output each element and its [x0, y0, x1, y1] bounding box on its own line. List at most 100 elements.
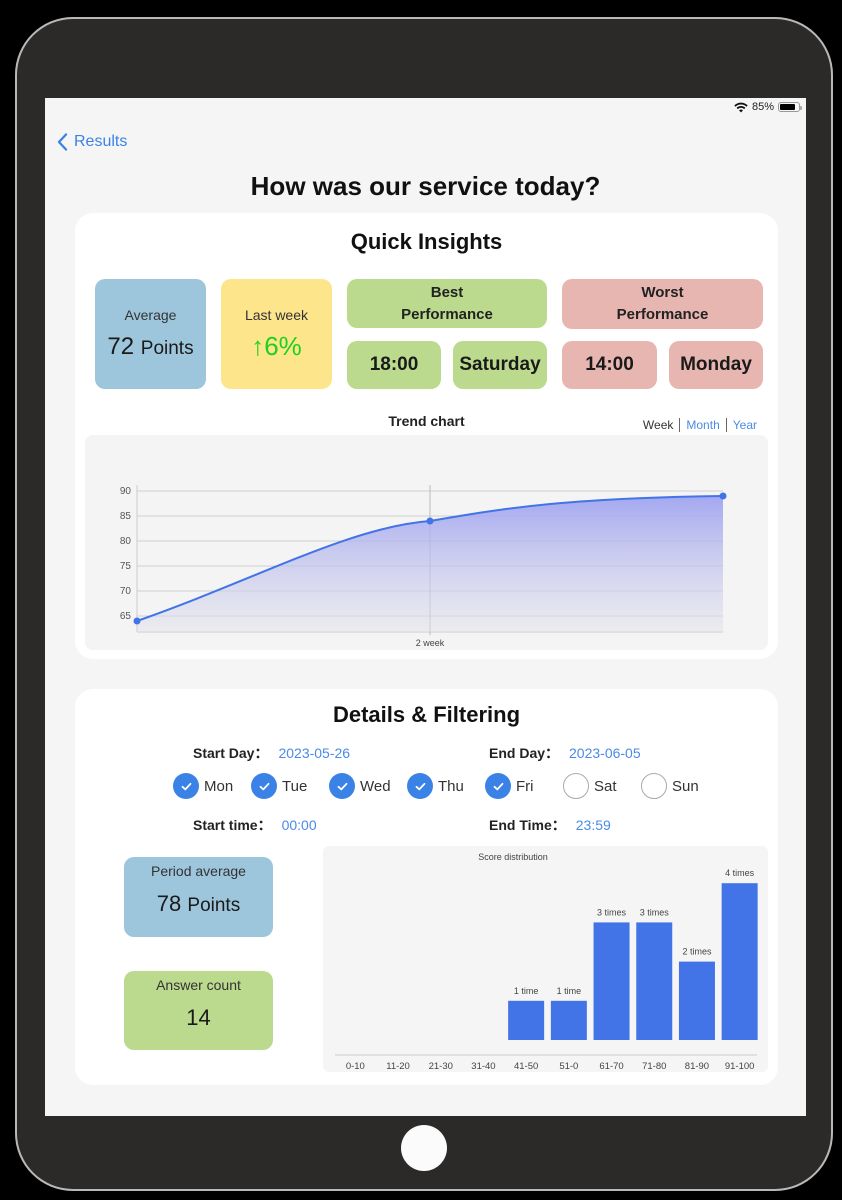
start-time-value[interactable]: 00:00	[281, 817, 317, 833]
svg-text:61-70: 61-70	[599, 1061, 623, 1072]
last-week-label: Last week	[244, 306, 309, 323]
end-time-label: End Time：	[489, 817, 566, 833]
trend-chart-title: Trend chart	[388, 413, 465, 429]
checkmark-icon	[407, 773, 433, 799]
home-button[interactable]	[401, 1125, 447, 1171]
worst-time-tile: 14:00	[562, 341, 657, 389]
screen: 85% Results How was our service today? Q…	[45, 98, 806, 1116]
last-week-tile: Last week ↑6%	[221, 279, 332, 389]
svg-text:2 times: 2 times	[682, 947, 712, 957]
svg-text:3 times: 3 times	[640, 907, 670, 917]
checkbox-sat[interactable]: Sat	[563, 773, 641, 799]
svg-text:41-50: 41-50	[514, 1061, 538, 1072]
day-label: Sun	[672, 777, 699, 795]
score-distribution-chart: Score distribution 0-10 11-20 21-30 31-40 1 t…	[323, 846, 768, 1072]
svg-text:31-40: 31-40	[471, 1061, 495, 1072]
svg-text:1 time: 1 time	[557, 986, 582, 996]
best-performance-header: Best Performance	[347, 279, 547, 328]
svg-text:11-20: 11-20	[386, 1061, 410, 1072]
svg-text:0-10: 0-10	[346, 1061, 365, 1072]
answer-count-label: Answer count	[156, 977, 241, 993]
svg-text:51-0: 51-0	[559, 1061, 578, 1072]
trend-chart: 65 70 75 80 85 90 2 week	[85, 435, 768, 650]
period-average-tile: Period average 78 Points	[124, 857, 273, 937]
end-time-row: End Time： 23:59	[489, 815, 611, 835]
svg-text:1 time: 1 time	[514, 986, 539, 996]
weekday-checkboxes: Mon Tue Wed Thu Fri Sat Sun	[173, 773, 719, 799]
svg-text:71-80: 71-80	[642, 1061, 666, 1072]
range-tabs: Week Month Year	[637, 418, 763, 432]
page-title: How was our service today?	[250, 171, 601, 201]
worst-performance-header: Worst Performance	[562, 279, 763, 329]
worst-day-tile: Monday	[669, 341, 763, 389]
checkbox-fri[interactable]: Fri	[485, 773, 563, 799]
score-distribution-svg: Score distribution 0-10 11-20 21-30 31-40 1 t…	[335, 852, 758, 1072]
svg-text:81-90: 81-90	[685, 1061, 709, 1072]
svg-text:90: 90	[120, 486, 132, 497]
tab-week[interactable]: Week	[642, 418, 674, 432]
start-time-row: Start time： 00:00	[193, 815, 317, 835]
wifi-icon	[734, 102, 748, 112]
svg-text:3 times: 3 times	[597, 907, 627, 917]
svg-text:2 week: 2 week	[416, 638, 445, 648]
checkbox-tue[interactable]: Tue	[251, 773, 329, 799]
tab-year[interactable]: Year	[725, 418, 763, 432]
checkbox-mon[interactable]: Mon	[173, 773, 251, 799]
day-label: Thu	[438, 777, 464, 795]
svg-text:80: 80	[120, 536, 132, 547]
checkbox-sun[interactable]: Sun	[641, 773, 719, 799]
day-label: Fri	[516, 777, 534, 795]
last-week-change: ↑6%	[251, 330, 302, 361]
svg-text:85: 85	[120, 511, 132, 522]
start-time-label: Start time：	[193, 817, 272, 833]
arrow-up-icon: ↑	[251, 330, 265, 361]
battery-icon	[778, 102, 802, 112]
svg-text:4 times: 4 times	[725, 868, 755, 878]
end-day-row: End Day： 2023-06-05	[489, 743, 641, 763]
best-time-tile: 18:00	[347, 341, 441, 389]
day-label: Tue	[282, 777, 308, 795]
checkmark-icon	[173, 773, 199, 799]
day-label: Mon	[204, 777, 234, 795]
tab-month[interactable]: Month	[679, 418, 725, 432]
details-title: Details & Filtering	[332, 702, 521, 727]
svg-text:75: 75	[120, 561, 132, 572]
back-button[interactable]: Results	[57, 133, 127, 151]
average-label: Average	[124, 307, 177, 323]
trend-chart-svg: 65 70 75 80 85 90 2 week	[120, 485, 727, 648]
quick-insights-title: Quick Insights	[350, 229, 503, 254]
checkmark-icon	[485, 773, 511, 799]
average-value: 72 Points	[107, 333, 194, 360]
svg-text:21-30: 21-30	[429, 1061, 453, 1072]
checkmark-icon	[251, 773, 277, 799]
empty-circle-icon	[641, 773, 667, 799]
start-day-value[interactable]: 2023-05-26	[278, 745, 351, 761]
period-average-label: Period average	[151, 863, 246, 879]
chevron-left-icon	[57, 133, 68, 151]
day-label: Sat	[594, 777, 617, 795]
svg-text:Score distribution: Score distribution	[478, 852, 548, 862]
svg-text:70: 70	[120, 586, 132, 597]
answer-count-value: 14	[186, 1005, 211, 1030]
checkbox-thu[interactable]: Thu	[407, 773, 485, 799]
best-day-tile: Saturday	[453, 341, 547, 389]
average-tile: Average 72 Points	[95, 279, 206, 389]
empty-circle-icon	[563, 773, 589, 799]
svg-text:65: 65	[120, 611, 132, 622]
back-label: Results	[74, 133, 128, 150]
start-day-label: Start Day：	[193, 745, 269, 761]
checkbox-wed[interactable]: Wed	[329, 773, 407, 799]
status-bar: 85%	[734, 101, 802, 113]
svg-text:91-100: 91-100	[725, 1061, 755, 1072]
period-average-value: 78 Points	[156, 891, 241, 916]
answer-count-tile: Answer count 14	[124, 971, 273, 1050]
quick-insights-card: Quick Insights Average 72 Points Last we…	[75, 213, 778, 659]
end-time-value[interactable]: 23:59	[575, 817, 611, 833]
battery-percent: 85%	[751, 101, 774, 113]
details-card: Details & Filtering Start Day： 2023-05-2…	[75, 689, 778, 1085]
checkmark-icon	[329, 773, 355, 799]
start-day-row: Start Day： 2023-05-26	[193, 743, 350, 763]
day-label: Wed	[360, 777, 391, 795]
end-day-label: End Day：	[489, 745, 560, 761]
end-day-value[interactable]: 2023-06-05	[569, 745, 641, 761]
